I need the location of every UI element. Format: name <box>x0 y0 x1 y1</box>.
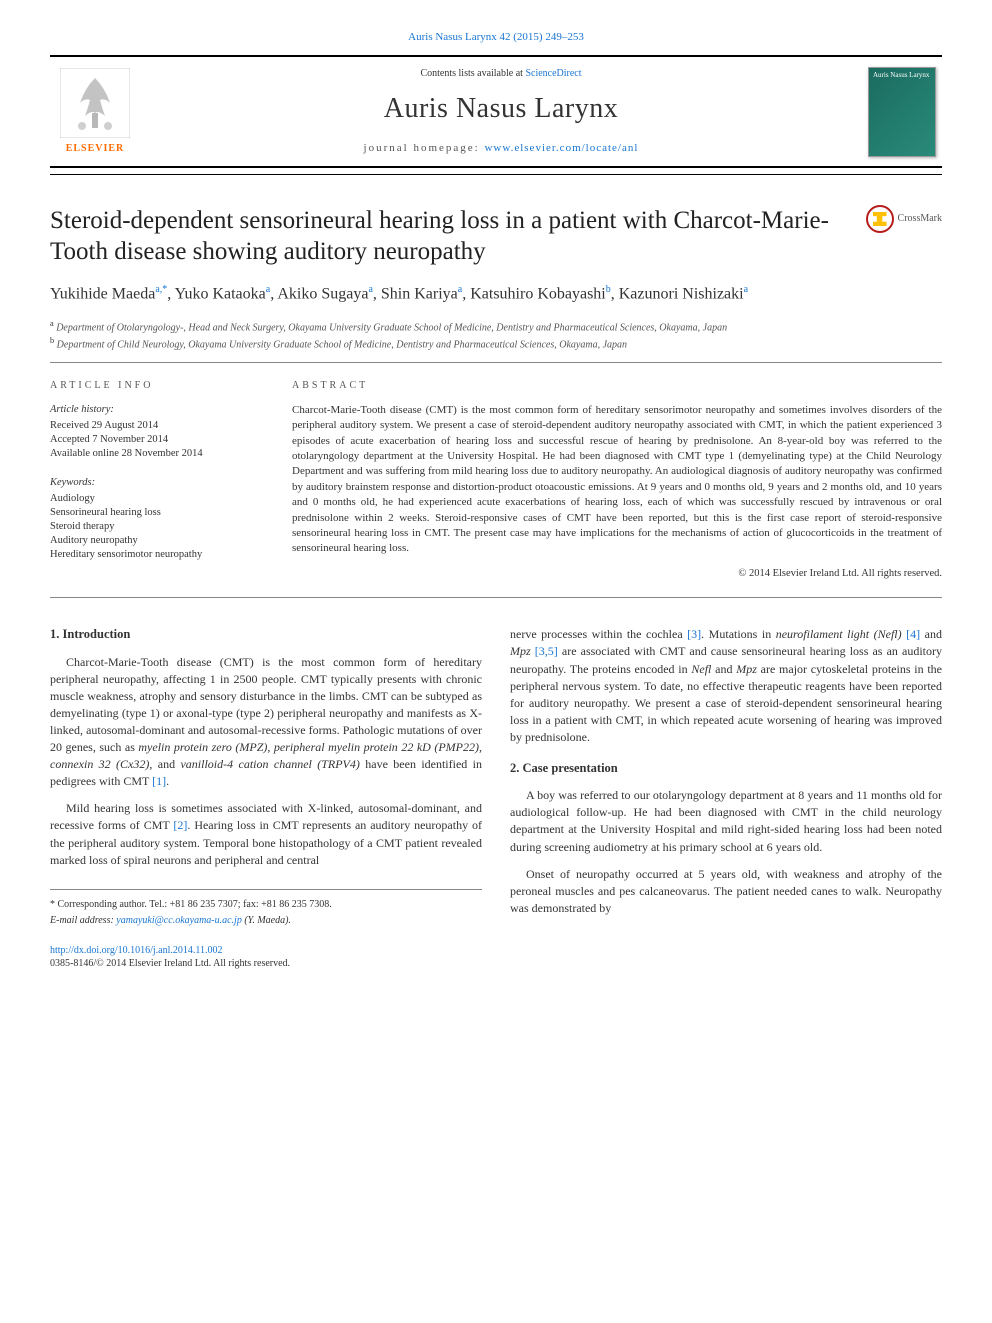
contents-available-line: Contents lists available at ScienceDirec… <box>160 67 842 81</box>
corresp-email-link[interactable]: yamayuki@cc.okayama-u.ac.jp <box>116 915 242 926</box>
ref-3[interactable]: [3] <box>687 627 701 641</box>
article-title: Steroid-dependent sensorineural hearing … <box>50 205 846 268</box>
article-info-heading: ARTICLE INFO <box>50 379 260 393</box>
elsevier-tree-icon <box>60 68 130 138</box>
keywords-block: Keywords: Audiology Sensorineural hearin… <box>50 476 260 563</box>
corresp-line: * Corresponding author. Tel.: +81 86 235… <box>50 898 482 912</box>
article-info-column: ARTICLE INFO Article history: Received 2… <box>50 379 260 582</box>
corresponding-author-footer: * Corresponding author. Tel.: +81 86 235… <box>50 889 482 928</box>
journal-name: Auris Nasus Larynx <box>160 89 842 128</box>
crossmark-label: CrossMark <box>898 212 942 226</box>
ref-1[interactable]: [1] <box>152 774 166 788</box>
case-para-2: Onset of neuropathy occurred at 5 years … <box>510 866 942 917</box>
body-two-columns: 1. Introduction Charcot-Marie-Tooth dise… <box>50 626 942 970</box>
ref-2[interactable]: [2] <box>173 818 187 832</box>
affiliations: a Department of Otolaryngology-, Head an… <box>50 318 942 352</box>
crossmark-icon <box>866 205 894 233</box>
case-para-1: A boy was referred to our otolaryngology… <box>510 787 942 855</box>
header-bottom-rule <box>50 174 942 175</box>
doi-block: http://dx.doi.org/10.1016/j.anl.2014.11.… <box>50 944 482 971</box>
citation-link[interactable]: Auris Nasus Larynx 42 (2015) 249–253 <box>408 31 584 43</box>
ref-3-5[interactable]: [3,5] <box>535 644 558 658</box>
right-column: nerve processes within the cochlea [3]. … <box>510 626 942 970</box>
journal-header: ELSEVIER Contents lists available at Sci… <box>50 57 942 168</box>
elsevier-brand-text: ELSEVIER <box>66 142 125 156</box>
intro-para-2: Mild hearing loss is sometimes associate… <box>50 800 482 868</box>
email-line: E-mail address: yamayuki@cc.okayama-u.ac… <box>50 914 482 928</box>
abstract-column: ABSTRACT Charcot-Marie-Tooth disease (CM… <box>292 379 942 582</box>
journal-title-block: Contents lists available at ScienceDirec… <box>140 57 862 166</box>
elsevier-logo[interactable]: ELSEVIER <box>50 57 140 166</box>
left-column: 1. Introduction Charcot-Marie-Tooth dise… <box>50 626 482 970</box>
abstract-heading: ABSTRACT <box>292 379 942 393</box>
divider-below-abstract <box>50 597 942 598</box>
article-history: Article history: Received 29 August 2014… <box>50 403 260 462</box>
divider-above-abstract <box>50 362 942 363</box>
crossmark-badge[interactable]: CrossMark <box>866 205 942 233</box>
abstract-text: Charcot-Marie-Tooth disease (CMT) is the… <box>292 403 942 557</box>
sciencedirect-link[interactable]: ScienceDirect <box>525 68 581 79</box>
author-list: Yukihide Maedaa,*, Yuko Kataokaa, Akiko … <box>50 283 942 306</box>
issn-copyright-line: 0385-8146/© 2014 Elsevier Ireland Ltd. A… <box>50 957 482 971</box>
section-2-heading: 2. Case presentation <box>510 760 942 778</box>
journal-cover-thumb[interactable]: Auris Nasus Larynx <box>862 57 942 166</box>
intro-para-2-cont: nerve processes within the cochlea [3]. … <box>510 626 942 745</box>
ref-4[interactable]: [4] <box>906 627 920 641</box>
homepage-line: journal homepage: www.elsevier.com/locat… <box>160 141 842 156</box>
cover-image: Auris Nasus Larynx <box>868 67 936 157</box>
homepage-link[interactable]: www.elsevier.com/locate/anl <box>484 142 638 154</box>
doi-link[interactable]: http://dx.doi.org/10.1016/j.anl.2014.11.… <box>50 945 223 956</box>
section-1-heading: 1. Introduction <box>50 626 482 644</box>
intro-para-1: Charcot-Marie-Tooth disease (CMT) is the… <box>50 654 482 790</box>
citation-line: Auris Nasus Larynx 42 (2015) 249–253 <box>50 30 942 45</box>
abstract-copyright: © 2014 Elsevier Ireland Ltd. All rights … <box>292 567 942 582</box>
